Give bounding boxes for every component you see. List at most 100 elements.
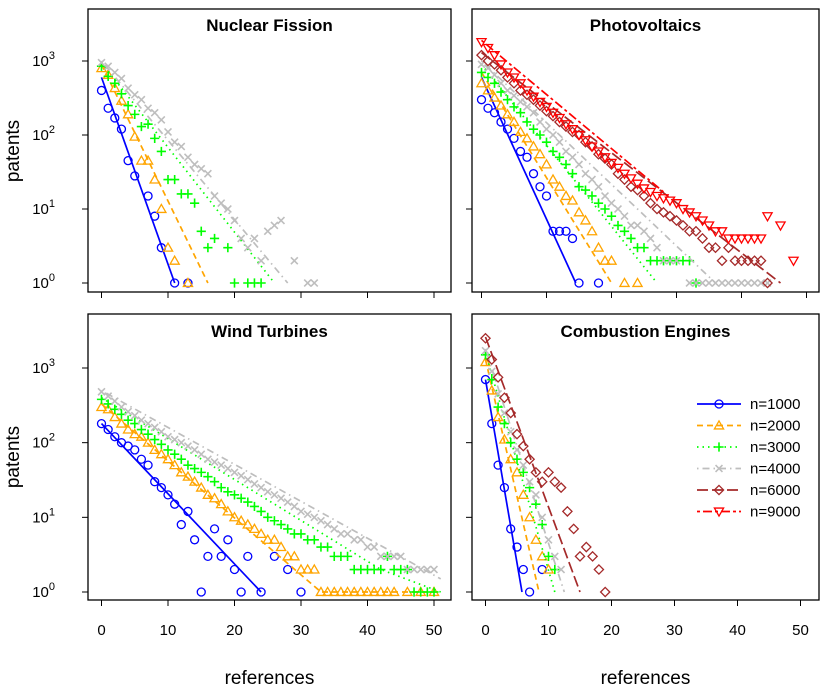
data-point xyxy=(203,455,212,464)
data-point xyxy=(381,586,394,597)
data-point xyxy=(535,182,545,192)
data-point xyxy=(479,332,492,344)
data-point xyxy=(524,587,535,597)
data-point xyxy=(664,210,676,222)
data-point xyxy=(196,226,206,236)
data-point xyxy=(215,498,227,509)
data-point xyxy=(557,565,566,574)
data-point xyxy=(639,227,649,236)
data-point xyxy=(541,137,552,147)
data-point xyxy=(560,121,572,133)
data-point xyxy=(96,85,107,96)
data-point xyxy=(517,488,530,499)
data-point xyxy=(129,428,141,439)
data-point xyxy=(336,529,345,538)
data-point xyxy=(631,179,644,190)
data-point xyxy=(203,472,213,482)
data-point xyxy=(130,90,139,99)
fit-line xyxy=(480,77,577,284)
data-point xyxy=(355,586,367,597)
x-tick-label: 50 xyxy=(426,622,443,639)
data-point xyxy=(548,130,558,140)
data-point xyxy=(148,173,161,184)
data-point xyxy=(592,147,605,158)
data-point xyxy=(410,565,419,574)
data-point xyxy=(730,278,740,288)
data-point xyxy=(535,117,545,126)
data-point xyxy=(321,586,334,597)
data-point xyxy=(203,551,213,562)
data-point xyxy=(755,234,767,245)
data-point xyxy=(586,225,598,236)
legend-item: n=6000 xyxy=(697,482,800,499)
data-point xyxy=(150,108,159,117)
data-point xyxy=(587,550,599,562)
data-point xyxy=(677,219,689,231)
data-point xyxy=(136,121,146,132)
data-point xyxy=(489,78,500,88)
data-point xyxy=(509,133,519,144)
data-point xyxy=(530,533,542,544)
data-point xyxy=(496,79,506,88)
data-point xyxy=(183,460,193,470)
fit-line xyxy=(480,39,665,193)
data-point xyxy=(696,216,709,227)
panel-title: Combustion Engines xyxy=(561,322,731,341)
data-point xyxy=(150,477,160,487)
data-point xyxy=(144,419,153,428)
data-point xyxy=(514,79,527,90)
data-point xyxy=(243,475,252,484)
legend-label: n=2000 xyxy=(750,418,800,435)
data-point xyxy=(638,190,650,202)
legend: n=1000 n=2000 n=3000 n=4000 n=6000 n=9000 xyxy=(697,396,800,521)
series-n-4000 xyxy=(97,387,442,580)
data-point xyxy=(729,255,741,267)
data-point xyxy=(593,278,604,288)
data-point xyxy=(104,392,113,401)
data-point xyxy=(270,221,279,230)
data-point xyxy=(370,543,379,552)
data-point xyxy=(518,467,528,477)
y-tick-exponent: 1 xyxy=(49,198,55,210)
data-point xyxy=(482,55,494,67)
data-point xyxy=(343,529,352,538)
data-point xyxy=(709,242,722,254)
data-point xyxy=(170,174,180,185)
data-point xyxy=(295,563,307,574)
data-point xyxy=(135,430,148,441)
series-n-3000 xyxy=(96,61,276,288)
data-point xyxy=(548,146,558,157)
data-point xyxy=(190,198,200,208)
data-point xyxy=(110,113,120,123)
data-point xyxy=(735,255,748,267)
data-point xyxy=(216,551,226,562)
data-point xyxy=(256,506,266,517)
data-point xyxy=(156,439,166,449)
data-point xyxy=(691,278,701,288)
data-point xyxy=(486,384,498,395)
data-point xyxy=(509,91,519,100)
panel-title: Wind Turbines xyxy=(211,322,328,341)
x-tick-label: 0 xyxy=(481,622,489,639)
data-point xyxy=(110,78,120,88)
data-point xyxy=(586,142,598,153)
data-point xyxy=(210,458,219,467)
data-point xyxy=(522,117,532,127)
data-point xyxy=(543,551,554,561)
data-point xyxy=(383,552,392,561)
data-point xyxy=(230,468,239,477)
legend-item: n=3000 xyxy=(697,439,800,456)
data-point xyxy=(482,84,494,95)
series-n-2000 xyxy=(95,401,441,597)
data-point xyxy=(495,60,507,71)
data-point xyxy=(270,490,279,499)
data-point xyxy=(363,543,372,552)
data-point xyxy=(296,587,306,597)
data-point xyxy=(150,211,160,221)
data-point xyxy=(755,255,767,267)
data-point xyxy=(96,418,107,429)
data-point xyxy=(95,401,108,412)
data-point xyxy=(223,243,233,253)
fit-line xyxy=(484,379,523,593)
series-n-6000 xyxy=(475,49,782,289)
